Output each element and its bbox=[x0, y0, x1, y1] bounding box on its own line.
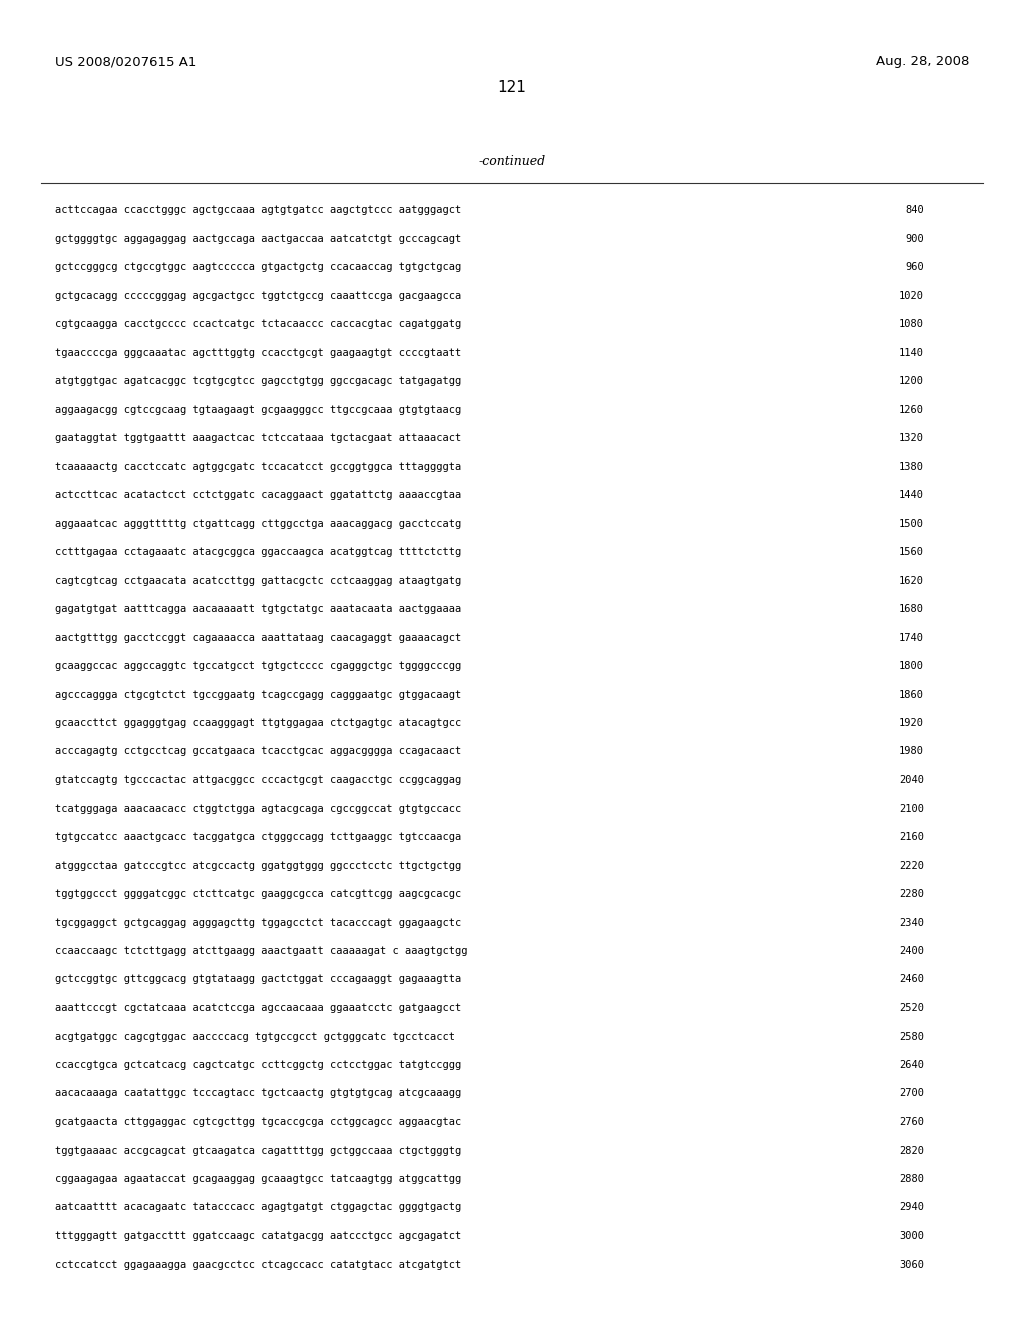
Text: 2700: 2700 bbox=[899, 1089, 924, 1098]
Text: cagtcgtcag cctgaacata acatccttgg gattacgctc cctcaaggag ataagtgatg: cagtcgtcag cctgaacata acatccttgg gattacg… bbox=[55, 576, 461, 586]
Text: 1080: 1080 bbox=[899, 319, 924, 329]
Text: cctccatcct ggagaaagga gaacgcctcc ctcagccacc catatgtacc atcgatgtct: cctccatcct ggagaaagga gaacgcctcc ctcagcc… bbox=[55, 1259, 461, 1270]
Text: tggtgaaaac accgcagcat gtcaagatca cagattttgg gctggccaaa ctgctgggtg: tggtgaaaac accgcagcat gtcaagatca cagattt… bbox=[55, 1146, 461, 1155]
Text: 2040: 2040 bbox=[899, 775, 924, 785]
Text: 1020: 1020 bbox=[899, 290, 924, 301]
Text: 1500: 1500 bbox=[899, 519, 924, 528]
Text: 1680: 1680 bbox=[899, 605, 924, 614]
Text: 2520: 2520 bbox=[899, 1003, 924, 1012]
Text: 3000: 3000 bbox=[899, 1232, 924, 1241]
Text: 121: 121 bbox=[498, 81, 526, 95]
Text: agcccaggga ctgcgtctct tgccggaatg tcagccgagg cagggaatgc gtggacaagt: agcccaggga ctgcgtctct tgccggaatg tcagccg… bbox=[55, 689, 461, 700]
Text: aggaaatcac agggtttttg ctgattcagg cttggcctga aaacaggacg gacctccatg: aggaaatcac agggtttttg ctgattcagg cttggcc… bbox=[55, 519, 461, 528]
Text: aactgtttgg gacctccggt cagaaaacca aaattataag caacagaggt gaaaacagct: aactgtttgg gacctccggt cagaaaacca aaattat… bbox=[55, 632, 461, 643]
Text: gagatgtgat aatttcagga aacaaaaatt tgtgctatgc aaatacaata aactggaaaa: gagatgtgat aatttcagga aacaaaaatt tgtgcta… bbox=[55, 605, 461, 614]
Text: cctttgagaa cctagaaatc atacgcggca ggaccaagca acatggtcag ttttctcttg: cctttgagaa cctagaaatc atacgcggca ggaccaa… bbox=[55, 546, 461, 557]
Text: 2820: 2820 bbox=[899, 1146, 924, 1155]
Text: actccttcac acatactcct cctctggatc cacaggaact ggatattctg aaaaccgtaa: actccttcac acatactcct cctctggatc cacagga… bbox=[55, 490, 461, 500]
Text: 1320: 1320 bbox=[899, 433, 924, 444]
Text: 2880: 2880 bbox=[899, 1173, 924, 1184]
Text: 1200: 1200 bbox=[899, 376, 924, 385]
Text: 2220: 2220 bbox=[899, 861, 924, 870]
Text: 900: 900 bbox=[905, 234, 924, 243]
Text: gctccgggcg ctgccgtggc aagtccccca gtgactgctg ccacaaccag tgtgctgcag: gctccgggcg ctgccgtggc aagtccccca gtgactg… bbox=[55, 261, 461, 272]
Text: 2280: 2280 bbox=[899, 888, 924, 899]
Text: 1140: 1140 bbox=[899, 347, 924, 358]
Text: 2340: 2340 bbox=[899, 917, 924, 928]
Text: gcaaggccac aggccaggtc tgccatgcct tgtgctcccc cgagggctgc tggggcccgg: gcaaggccac aggccaggtc tgccatgcct tgtgctc… bbox=[55, 661, 461, 671]
Text: tttgggagtt gatgaccttt ggatccaagc catatgacgg aatccctgcc agcgagatct: tttgggagtt gatgaccttt ggatccaagc catatga… bbox=[55, 1232, 461, 1241]
Text: 1800: 1800 bbox=[899, 661, 924, 671]
Text: 1860: 1860 bbox=[899, 689, 924, 700]
Text: cggaagagaa agaataccat gcagaaggag gcaaagtgcc tatcaagtgg atggcattgg: cggaagagaa agaataccat gcagaaggag gcaaagt… bbox=[55, 1173, 461, 1184]
Text: 3060: 3060 bbox=[899, 1259, 924, 1270]
Text: gctggggtgc aggagaggag aactgccaga aactgaccaa aatcatctgt gcccagcagt: gctggggtgc aggagaggag aactgccaga aactgac… bbox=[55, 234, 461, 243]
Text: 1260: 1260 bbox=[899, 404, 924, 414]
Text: cgtgcaagga cacctgcccc ccactcatgc tctacaaccc caccacgtac cagatggatg: cgtgcaagga cacctgcccc ccactcatgc tctacaa… bbox=[55, 319, 461, 329]
Text: -continued: -continued bbox=[478, 154, 546, 168]
Text: tgcggaggct gctgcaggag agggagcttg tggagcctct tacacccagt ggagaagctc: tgcggaggct gctgcaggag agggagcttg tggagcc… bbox=[55, 917, 461, 928]
Text: aggaagacgg cgtccgcaag tgtaagaagt gcgaagggcc ttgccgcaaa gtgtgtaacg: aggaagacgg cgtccgcaag tgtaagaagt gcgaagg… bbox=[55, 404, 461, 414]
Text: gcaaccttct ggagggtgag ccaagggagt ttgtggagaa ctctgagtgc atacagtgcc: gcaaccttct ggagggtgag ccaagggagt ttgtgga… bbox=[55, 718, 461, 729]
Text: aatcaatttt acacagaatc tatacccacc agagtgatgt ctggagctac ggggtgactg: aatcaatttt acacagaatc tatacccacc agagtga… bbox=[55, 1203, 461, 1213]
Text: gaataggtat tggtgaattt aaagactcac tctccataaa tgctacgaat attaaacact: gaataggtat tggtgaattt aaagactcac tctccat… bbox=[55, 433, 461, 444]
Text: ccaaccaagc tctcttgagg atcttgaagg aaactgaatt caaaaagat c aaagtgctgg: ccaaccaagc tctcttgagg atcttgaagg aaactga… bbox=[55, 946, 468, 956]
Text: aaattcccgt cgctatcaaa acatctccga agccaacaaa ggaaatcctc gatgaagcct: aaattcccgt cgctatcaaa acatctccga agccaac… bbox=[55, 1003, 461, 1012]
Text: US 2008/0207615 A1: US 2008/0207615 A1 bbox=[55, 55, 197, 69]
Text: 1980: 1980 bbox=[899, 747, 924, 756]
Text: ccaccgtgca gctcatcacg cagctcatgc ccttcggctg cctcctggac tatgtccggg: ccaccgtgca gctcatcacg cagctcatgc ccttcgg… bbox=[55, 1060, 461, 1071]
Text: 1920: 1920 bbox=[899, 718, 924, 729]
Text: 2160: 2160 bbox=[899, 832, 924, 842]
Text: atgtggtgac agatcacggc tcgtgcgtcc gagcctgtgg ggccgacagc tatgagatgg: atgtggtgac agatcacggc tcgtgcgtcc gagcctg… bbox=[55, 376, 461, 385]
Text: 2460: 2460 bbox=[899, 974, 924, 985]
Text: acccagagtg cctgcctcag gccatgaaca tcacctgcac aggacgggga ccagacaact: acccagagtg cctgcctcag gccatgaaca tcacctg… bbox=[55, 747, 461, 756]
Text: tcaaaaactg cacctccatc agtggcgatc tccacatcct gccggtggca tttaggggta: tcaaaaactg cacctccatc agtggcgatc tccacat… bbox=[55, 462, 461, 471]
Text: 2580: 2580 bbox=[899, 1031, 924, 1041]
Text: 2100: 2100 bbox=[899, 804, 924, 813]
Text: tgaaccccga gggcaaatac agctttggtg ccacctgcgt gaagaagtgt ccccgtaatt: tgaaccccga gggcaaatac agctttggtg ccacctg… bbox=[55, 347, 461, 358]
Text: 2940: 2940 bbox=[899, 1203, 924, 1213]
Text: atgggcctaa gatcccgtcc atcgccactg ggatggtggg ggccctcctc ttgctgctgg: atgggcctaa gatcccgtcc atcgccactg ggatggt… bbox=[55, 861, 461, 870]
Text: 1440: 1440 bbox=[899, 490, 924, 500]
Text: 2640: 2640 bbox=[899, 1060, 924, 1071]
Text: 1620: 1620 bbox=[899, 576, 924, 586]
Text: 2400: 2400 bbox=[899, 946, 924, 956]
Text: gtatccagtg tgcccactac attgacggcc cccactgcgt caagacctgc ccggcaggag: gtatccagtg tgcccactac attgacggcc cccactg… bbox=[55, 775, 461, 785]
Text: 2760: 2760 bbox=[899, 1117, 924, 1127]
Text: 1740: 1740 bbox=[899, 632, 924, 643]
Text: Aug. 28, 2008: Aug. 28, 2008 bbox=[876, 55, 969, 69]
Text: aacacaaaga caatattggc tcccagtacc tgctcaactg gtgtgtgcag atcgcaaagg: aacacaaaga caatattggc tcccagtacc tgctcaa… bbox=[55, 1089, 461, 1098]
Text: tcatgggaga aaacaacacc ctggtctgga agtacgcaga cgccggccat gtgtgccacc: tcatgggaga aaacaacacc ctggtctgga agtacgc… bbox=[55, 804, 461, 813]
Text: 1380: 1380 bbox=[899, 462, 924, 471]
Text: acttccagaa ccacctgggc agctgccaaa agtgtgatcc aagctgtccc aatgggagct: acttccagaa ccacctgggc agctgccaaa agtgtga… bbox=[55, 205, 461, 215]
Text: gctgcacagg cccccgggag agcgactgcc tggtctgccg caaattccga gacgaagcca: gctgcacagg cccccgggag agcgactgcc tggtctg… bbox=[55, 290, 461, 301]
Text: 1560: 1560 bbox=[899, 546, 924, 557]
Text: 840: 840 bbox=[905, 205, 924, 215]
Text: 960: 960 bbox=[905, 261, 924, 272]
Text: tggtggccct ggggatcggc ctcttcatgc gaaggcgcca catcgttcgg aagcgcacgc: tggtggccct ggggatcggc ctcttcatgc gaaggcg… bbox=[55, 888, 461, 899]
Text: gctccggtgc gttcggcacg gtgtataagg gactctggat cccagaaggt gagaaagtta: gctccggtgc gttcggcacg gtgtataagg gactctg… bbox=[55, 974, 461, 985]
Text: tgtgccatcc aaactgcacc tacggatgca ctgggccagg tcttgaaggc tgtccaacga: tgtgccatcc aaactgcacc tacggatgca ctgggcc… bbox=[55, 832, 461, 842]
Text: gcatgaacta cttggaggac cgtcgcttgg tgcaccgcga cctggcagcc aggaacgtac: gcatgaacta cttggaggac cgtcgcttgg tgcaccg… bbox=[55, 1117, 461, 1127]
Text: acgtgatggc cagcgtggac aaccccacg tgtgccgcct gctgggcatc tgcctcacct: acgtgatggc cagcgtggac aaccccacg tgtgccgc… bbox=[55, 1031, 455, 1041]
